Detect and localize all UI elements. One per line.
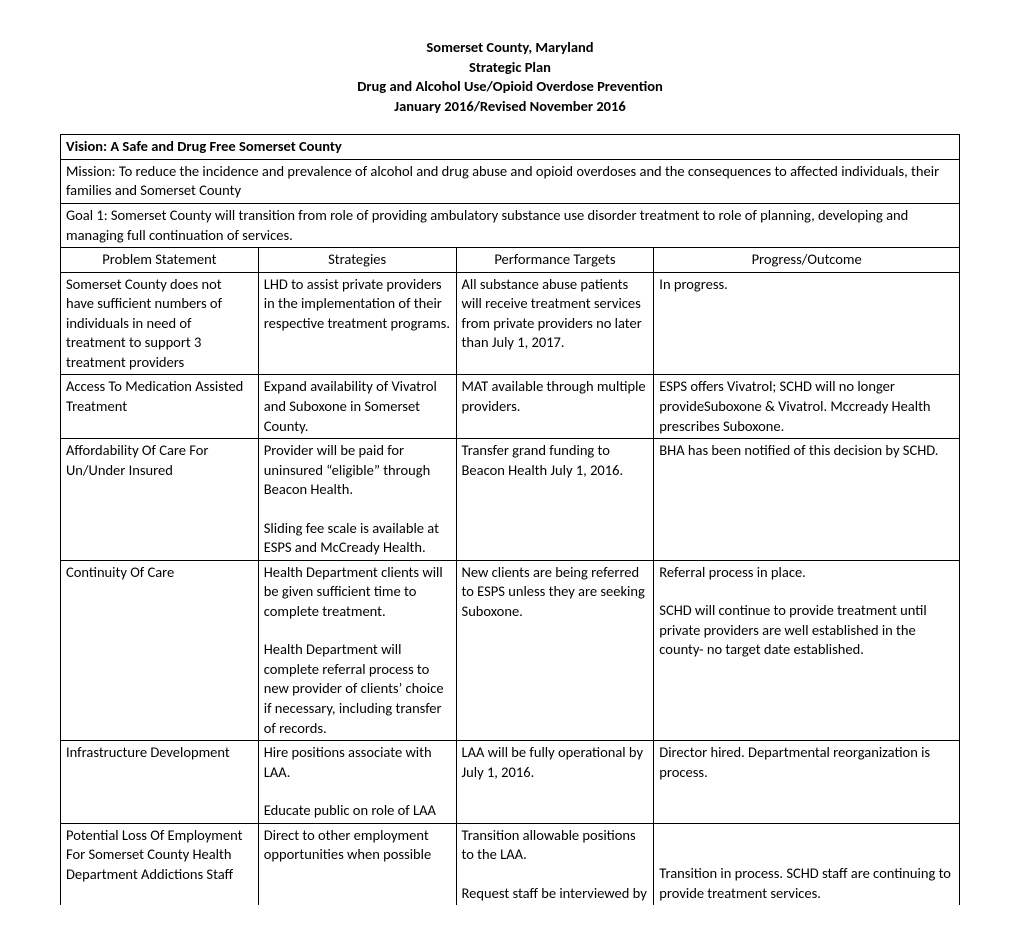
table-row: Somerset County does not have sufficient…: [61, 272, 960, 375]
strategies-cell: Expand availability of Vivatrol and Subo…: [258, 375, 456, 439]
mission-row: Mission: To reduce the incidence and pre…: [61, 159, 960, 203]
table-row: Infrastructure Development Hire position…: [61, 741, 960, 824]
goal-text: Goal 1: Somerset County will transition …: [61, 203, 960, 247]
progress-cell: Transition in process. SCHD staff are co…: [654, 823, 960, 905]
table-row: Access To Medication Assisted Treatment …: [61, 375, 960, 439]
strategies-cell: Health Department clients will be given …: [258, 560, 456, 740]
col-strategies: Strategies: [258, 248, 456, 273]
progress-cell: Director hired. Departmental reorganizat…: [654, 741, 960, 824]
document-header: Somerset County, Maryland Strategic Plan…: [60, 38, 960, 116]
progress-cell: Referral process in place. SCHD will con…: [654, 560, 960, 740]
targets-cell: Transition allowable positions to the LA…: [456, 823, 654, 905]
problem-cell: Continuity Of Care: [61, 560, 259, 740]
strategies-cell: Provider will be paid for uninsured “eli…: [258, 439, 456, 561]
vision-row: Vision: A Safe and Drug Free Somerset Co…: [61, 135, 960, 160]
header-line-2: Strategic Plan: [60, 58, 960, 78]
header-line-4: January 2016/Revised November 2016: [60, 97, 960, 117]
problem-cell: Access To Medication Assisted Treatment: [61, 375, 259, 439]
problem-cell: Somerset County does not have sufficient…: [61, 272, 259, 375]
targets-cell: New clients are being referred to ESPS u…: [456, 560, 654, 740]
strategies-cell: LHD to assist private providers in the i…: [258, 272, 456, 375]
column-header-row: Problem Statement Strategies Performance…: [61, 248, 960, 273]
problem-cell: Potential Loss Of Employment For Somerse…: [61, 823, 259, 905]
progress-cell: ESPS offers Vivatrol; SCHD will no longe…: [654, 375, 960, 439]
vision-text: Vision: A Safe and Drug Free Somerset Co…: [61, 135, 960, 160]
targets-cell: Transfer grand funding to Beacon Health …: [456, 439, 654, 561]
strategies-cell: Direct to other employment opportunities…: [258, 823, 456, 905]
table-row: Continuity Of Care Health Department cli…: [61, 560, 960, 740]
header-line-1: Somerset County, Maryland: [60, 38, 960, 58]
problem-cell: Infrastructure Development: [61, 741, 259, 824]
table-row: Potential Loss Of Employment For Somerse…: [61, 823, 960, 905]
header-line-3: Drug and Alcohol Use/Opioid Overdose Pre…: [60, 77, 960, 97]
problem-cell: Affordability Of Care For Un/Under Insur…: [61, 439, 259, 561]
table-row: Affordability Of Care For Un/Under Insur…: [61, 439, 960, 561]
targets-cell: MAT available through multiple providers…: [456, 375, 654, 439]
col-targets: Performance Targets: [456, 248, 654, 273]
col-progress: Progress/Outcome: [654, 248, 960, 273]
progress-cell: BHA has been notified of this decision b…: [654, 439, 960, 561]
progress-cell: In progress.: [654, 272, 960, 375]
goal-row: Goal 1: Somerset County will transition …: [61, 203, 960, 247]
strategic-plan-table: Vision: A Safe and Drug Free Somerset Co…: [60, 134, 960, 905]
col-problem: Problem Statement: [61, 248, 259, 273]
mission-text: Mission: To reduce the incidence and pre…: [61, 159, 960, 203]
targets-cell: LAA will be fully operational by July 1,…: [456, 741, 654, 824]
targets-cell: All substance abuse patients will receiv…: [456, 272, 654, 375]
strategies-cell: Hire positions associate with LAA. Educa…: [258, 741, 456, 824]
